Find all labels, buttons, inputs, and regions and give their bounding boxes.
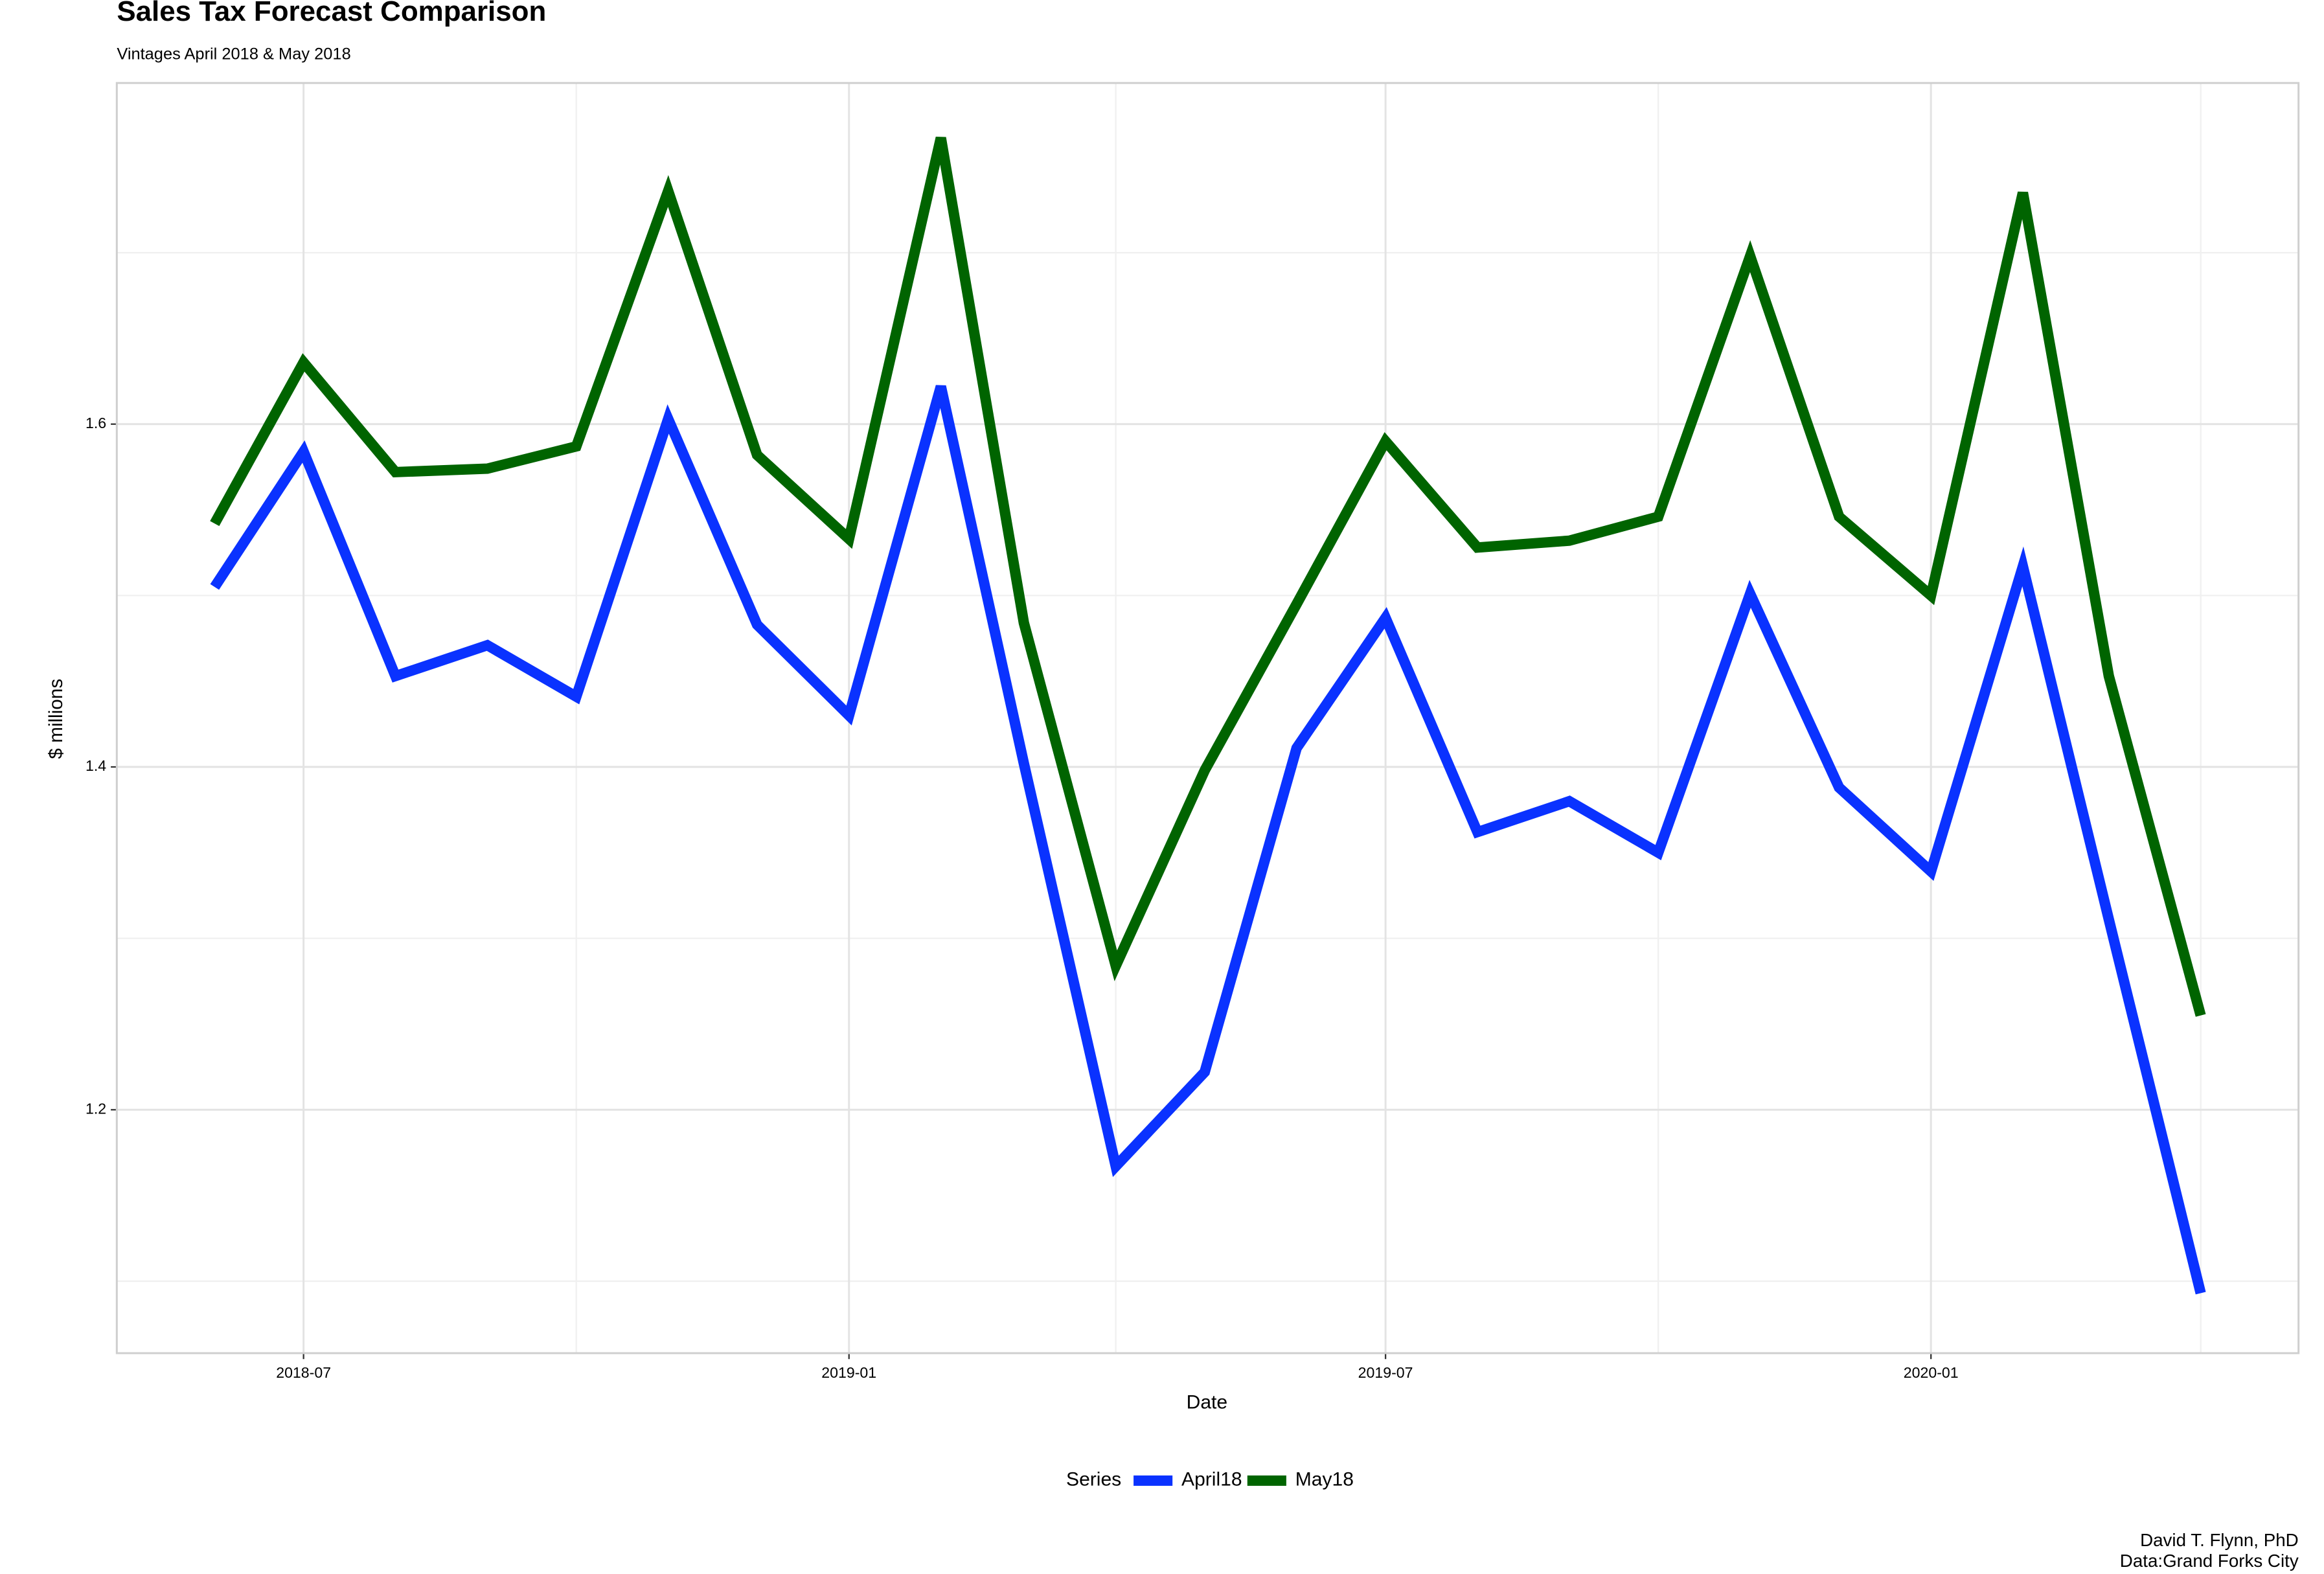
legend-label: April18 <box>1181 1469 1242 1490</box>
legend-title: Series <box>1066 1469 1121 1490</box>
y-tick-label: 1.6 <box>85 415 106 431</box>
x-tick-label: 2020-01 <box>1904 1364 1959 1381</box>
series-line <box>210 137 2206 1017</box>
caption: Data:Grand Forks City <box>2120 1551 2299 1571</box>
legend-label: May18 <box>1295 1469 1354 1490</box>
x-tick-label: 2019-07 <box>1358 1364 1413 1381</box>
chart-title: Sales Tax Forecast Comparison <box>117 0 546 27</box>
chart-subtitle: Vintages April 2018 & May 2018 <box>117 45 350 63</box>
plot-border <box>115 82 2300 1354</box>
series-line <box>210 385 2206 1295</box>
x-axis-label: Date <box>1187 1392 1227 1413</box>
y-tick-label: 1.4 <box>85 757 106 774</box>
x-tick-label: 2019-01 <box>821 1364 876 1381</box>
caption: David T. Flynn, PhD <box>2140 1530 2299 1550</box>
x-tick-label: 2018-07 <box>276 1364 331 1381</box>
y-axis-label: $ millions <box>45 679 67 759</box>
y-tick-label: 1.2 <box>85 1100 106 1117</box>
